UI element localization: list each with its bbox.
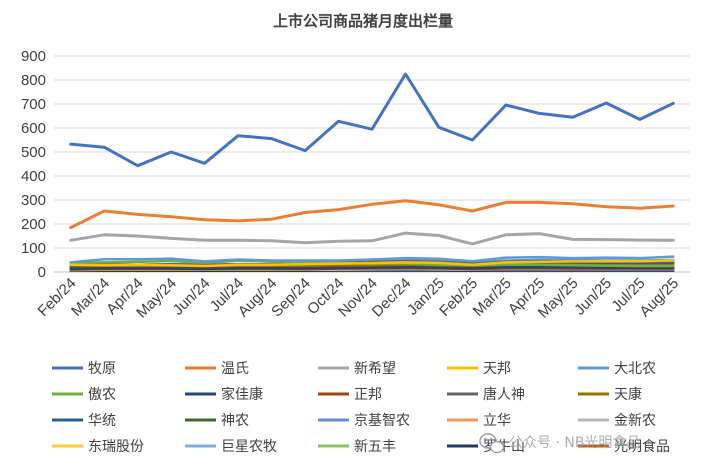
series-line [69,255,675,264]
y-tick-label: 400 [21,168,46,185]
y-tick-label: 100 [21,240,46,257]
y-tick-label: 800 [21,72,46,89]
legend-label: 唐人神 [483,386,525,403]
series-lines [69,72,675,273]
legend-label: 正邦 [354,387,382,403]
legend-label: 立华 [483,413,511,429]
legend-label: 东瑞股份 [88,439,144,455]
legend-label: 新五丰 [354,439,396,455]
watermark: 公众号 · NB光明食品 [479,433,640,454]
series-line [69,231,675,246]
series-line [69,199,675,230]
y-tick-label: 600 [21,120,46,137]
legend-label: 天邦 [483,361,511,377]
y-axis-ticks: 0 100 200 300 400 500 600 700 800 900 [21,48,46,281]
chart-title: 上市公司商品猪月度出栏量 [273,12,453,30]
series-line [69,259,675,268]
y-tick-label: 700 [21,96,46,113]
y-tick-label: 0 [38,264,46,281]
legend-label: 金新农 [614,413,656,429]
legend-label: 巨星农牧 [221,439,277,455]
legend-label: 天康 [614,386,642,403]
y-tick-label: 300 [21,192,46,209]
legend-label: 华统 [88,413,116,429]
legend-label: 京基智农 [354,412,410,429]
y-tick-label: 500 [21,144,46,161]
legend-label: 新希望 [354,361,396,377]
watermark-text: 公众号 · NB光明食品 [509,434,640,451]
legend-label: 温氏 [221,361,249,377]
wechat-icon [479,433,505,454]
legend-label: 神农 [221,413,249,429]
legend-label: 牧原 [88,361,116,377]
legend-label: 傲农 [88,387,116,403]
gridlines [54,55,690,273]
series-line [69,265,675,270]
y-tick-label: 900 [21,48,46,65]
legend-label: 家佳康 [221,386,263,403]
y-tick-label: 200 [21,216,46,233]
series-line [69,72,675,168]
legend-label: 光明食品 [614,438,670,455]
legend-label: 大北农 [614,361,656,377]
